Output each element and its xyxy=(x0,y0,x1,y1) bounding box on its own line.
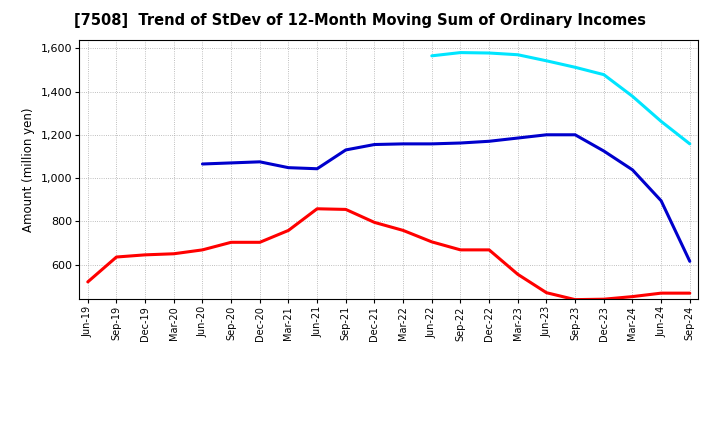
5 Years xyxy=(284,165,293,170)
7 Years xyxy=(485,50,493,55)
7 Years xyxy=(542,58,551,63)
3 Years xyxy=(112,254,121,260)
7 Years xyxy=(456,50,465,55)
3 Years xyxy=(428,239,436,245)
5 Years xyxy=(513,136,522,141)
5 Years xyxy=(628,167,636,172)
5 Years xyxy=(657,198,665,203)
5 Years xyxy=(571,132,580,137)
7 Years xyxy=(513,52,522,57)
5 Years xyxy=(542,132,551,137)
Line: 5 Years: 5 Years xyxy=(202,135,690,261)
3 Years xyxy=(284,228,293,233)
3 Years xyxy=(657,290,665,296)
7 Years xyxy=(428,53,436,59)
Text: [7508]  Trend of StDev of 12-Month Moving Sum of Ordinary Incomes: [7508] Trend of StDev of 12-Month Moving… xyxy=(74,13,646,28)
3 Years xyxy=(256,240,264,245)
3 Years xyxy=(600,297,608,302)
5 Years xyxy=(341,147,350,153)
7 Years xyxy=(628,94,636,99)
5 Years xyxy=(198,161,207,167)
3 Years xyxy=(169,251,178,257)
3 Years xyxy=(341,207,350,212)
Line: 3 Years: 3 Years xyxy=(88,209,690,300)
3 Years xyxy=(571,297,580,302)
5 Years xyxy=(227,160,235,165)
3 Years xyxy=(227,240,235,245)
5 Years xyxy=(428,141,436,147)
5 Years xyxy=(456,140,465,146)
3 Years xyxy=(628,294,636,299)
3 Years xyxy=(513,271,522,277)
3 Years xyxy=(198,247,207,253)
3 Years xyxy=(84,279,92,285)
3 Years xyxy=(399,228,408,233)
5 Years xyxy=(399,141,408,147)
Line: 7 Years: 7 Years xyxy=(432,52,690,144)
5 Years xyxy=(685,259,694,264)
3 Years xyxy=(141,252,150,257)
3 Years xyxy=(312,206,321,211)
7 Years xyxy=(600,72,608,77)
7 Years xyxy=(685,141,694,147)
7 Years xyxy=(571,65,580,70)
3 Years xyxy=(542,290,551,295)
5 Years xyxy=(600,148,608,154)
Y-axis label: Amount (million yen): Amount (million yen) xyxy=(22,107,35,231)
3 Years xyxy=(370,220,379,225)
5 Years xyxy=(485,139,493,144)
5 Years xyxy=(312,166,321,172)
5 Years xyxy=(370,142,379,147)
7 Years xyxy=(657,119,665,124)
5 Years xyxy=(256,159,264,165)
3 Years xyxy=(685,290,694,296)
3 Years xyxy=(485,247,493,253)
3 Years xyxy=(456,247,465,253)
